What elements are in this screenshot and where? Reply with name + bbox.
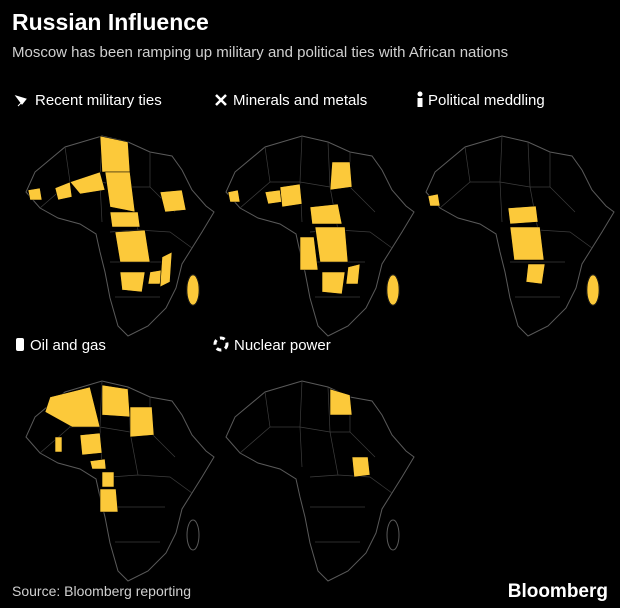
icon [215, 94, 227, 106]
panel-title: Political meddling [428, 92, 545, 109]
icon [417, 91, 423, 97]
map [225, 135, 415, 337]
panel-title: Recent military ties [35, 92, 162, 109]
map [25, 135, 215, 337]
panel: Nuclear power [213, 336, 415, 582]
icon [417, 98, 423, 107]
map [225, 380, 415, 582]
panel: Oil and gas [16, 337, 215, 582]
brand: Bloomberg [508, 581, 608, 602]
icon [16, 338, 24, 351]
panel: Minerals and metals [215, 92, 415, 337]
map [25, 380, 215, 582]
title: Russian Influence [12, 9, 209, 35]
panel-title: Minerals and metals [233, 92, 367, 109]
panel: Political meddling [417, 91, 615, 337]
icon [213, 336, 229, 352]
source: Source: Bloomberg reporting [12, 583, 191, 599]
subtitle: Moscow has been ramping up military and … [12, 44, 508, 61]
panel-title: Oil and gas [30, 337, 106, 354]
panel-title: Nuclear power [234, 337, 331, 354]
panel: Recent military ties [14, 92, 215, 337]
icon [14, 95, 27, 107]
map [425, 135, 615, 337]
